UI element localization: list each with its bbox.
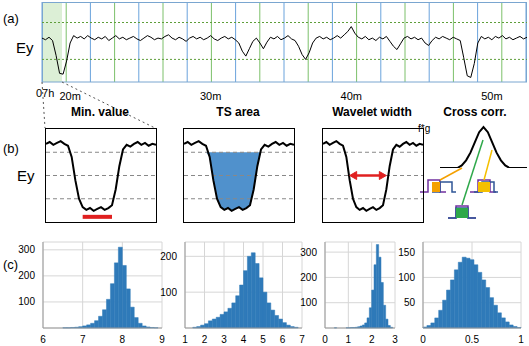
svg-text:6: 6 — [280, 334, 286, 344]
svg-text:7: 7 — [299, 334, 305, 344]
svg-text:0: 0 — [420, 334, 426, 344]
svg-text:50m: 50m — [481, 90, 502, 102]
svg-text:1: 1 — [346, 334, 352, 344]
svg-text:4: 4 — [241, 334, 247, 344]
svg-text:300: 300 — [300, 247, 317, 258]
svg-text:100: 100 — [160, 287, 177, 298]
html-text:Wavelet width: Wavelet width — [332, 105, 412, 119]
html-text:(c): (c) — [3, 257, 19, 272]
svg-text:3: 3 — [392, 334, 398, 344]
svg-text:20m: 20m — [59, 90, 80, 102]
svg-text:9: 9 — [159, 334, 165, 344]
svg-text:30m: 30m — [200, 90, 221, 102]
svg-text:8: 8 — [120, 334, 126, 344]
svg-text:3: 3 — [221, 334, 227, 344]
html-text:Min. value: Min. value — [71, 105, 129, 119]
html-text:Ey: Ey — [17, 167, 35, 184]
svg-text:1: 1 — [182, 334, 188, 344]
html-text:Cross corr.: Cross corr. — [443, 105, 507, 119]
html-text:07h: 07h — [36, 87, 55, 99]
html-text:(b): (b) — [3, 141, 19, 156]
svg-text:100: 100 — [18, 296, 35, 307]
html-text:f*g: f*g — [418, 123, 431, 134]
svg-text:0.5: 0.5 — [465, 334, 479, 344]
html-text:(a): (a) — [3, 11, 19, 26]
svg-text:100: 100 — [300, 297, 317, 308]
svg-text:150: 150 — [398, 247, 415, 258]
svg-text:40m: 40m — [341, 90, 362, 102]
svg-text:1: 1 — [518, 334, 521, 344]
svg-text:200: 200 — [300, 272, 317, 283]
html-text:Ey: Ey — [16, 39, 34, 56]
svg-text:2: 2 — [369, 334, 375, 344]
svg-text:6: 6 — [40, 334, 46, 344]
svg-text:0: 0 — [322, 334, 328, 344]
svg-text:2: 2 — [202, 334, 208, 344]
svg-text:7: 7 — [80, 334, 86, 344]
svg-text:300: 300 — [18, 244, 35, 255]
html-text:TS area: TS area — [216, 105, 260, 119]
svg-text:200: 200 — [160, 251, 177, 262]
svg-text:100: 100 — [398, 272, 415, 283]
svg-text:200: 200 — [18, 270, 35, 281]
svg-text:5: 5 — [260, 334, 266, 344]
svg-text:50: 50 — [404, 297, 416, 308]
